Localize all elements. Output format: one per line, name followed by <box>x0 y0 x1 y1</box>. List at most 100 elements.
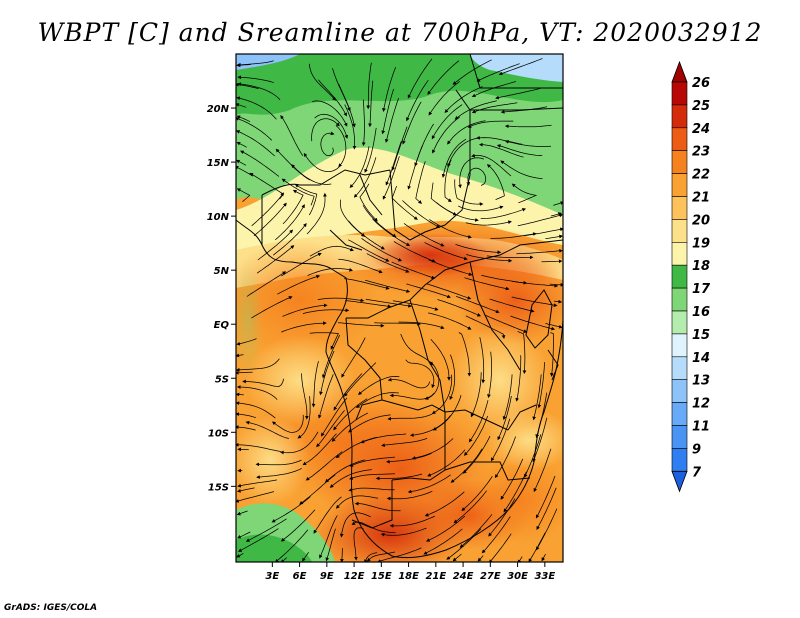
streamline <box>308 63 336 101</box>
streamline <box>364 127 377 173</box>
streamline <box>446 528 482 560</box>
chart-title: WBPT [C] and Sreamline at 700hPa, VT: 20… <box>37 18 763 47</box>
streamline <box>423 528 463 555</box>
streamline <box>237 528 279 552</box>
colorbar-min-arrow <box>671 470 688 493</box>
streamline <box>251 192 285 227</box>
streamline <box>329 469 372 488</box>
streamline <box>484 314 528 333</box>
lat-tick-label: 10N <box>207 212 230 223</box>
grads-credit: GrADS: IGES/COLA <box>4 603 98 613</box>
colorbar-segment <box>671 448 688 472</box>
streamlines <box>236 58 563 562</box>
streamline <box>502 374 513 421</box>
streamline <box>321 334 341 379</box>
colorbar-segment <box>671 264 688 289</box>
streamline <box>297 396 311 439</box>
streamline <box>477 555 484 562</box>
streamline <box>452 59 492 85</box>
colorbar-label: 23 <box>692 145 710 160</box>
streamline <box>294 184 318 216</box>
streamline <box>503 471 527 513</box>
streamline <box>319 350 335 396</box>
colorbar-segment <box>671 379 688 403</box>
streamline <box>411 438 454 460</box>
streamline <box>478 142 524 158</box>
streamline <box>340 548 344 562</box>
colorbar-segment <box>671 173 688 197</box>
streamline <box>393 241 436 263</box>
streamline <box>459 514 493 548</box>
streamline <box>471 153 512 177</box>
streamline <box>338 83 356 128</box>
streamline <box>309 332 339 350</box>
streamline <box>319 515 338 559</box>
streamline <box>313 496 342 534</box>
streamline <box>427 60 460 95</box>
streamline <box>431 104 463 140</box>
streamline <box>344 362 377 397</box>
streamline <box>236 103 247 108</box>
streamline <box>325 528 336 562</box>
streamline <box>517 331 527 375</box>
streamline <box>398 321 445 330</box>
colorbar-label: 22 <box>692 168 710 183</box>
streamline <box>541 553 546 562</box>
streamline <box>236 188 251 202</box>
streamline <box>348 220 385 250</box>
streamline <box>236 159 247 166</box>
streamline <box>339 512 371 538</box>
colorbar-label: 12 <box>692 397 710 412</box>
streamline <box>432 116 461 154</box>
streamline <box>331 412 369 442</box>
lat-tick-label: 10S <box>208 428 229 439</box>
streamline <box>299 474 336 505</box>
streamline <box>236 392 244 397</box>
streamline <box>236 370 253 375</box>
streamline <box>524 227 563 237</box>
streamline <box>311 361 319 408</box>
streamline <box>301 373 309 420</box>
streamline <box>462 435 491 474</box>
streamline <box>372 218 411 246</box>
streamline <box>245 420 289 439</box>
latitude-axis: 20N 15N 10N 5N EQ 5S 10S 15S <box>207 104 236 493</box>
colorbar-max-arrow <box>671 60 688 83</box>
streamline <box>447 137 481 168</box>
streamline <box>256 245 295 274</box>
lat-tick-label: 15S <box>208 482 229 493</box>
streamline <box>237 75 274 84</box>
streamline <box>464 277 510 291</box>
colorbar-label: 15 <box>692 328 710 343</box>
streamline <box>236 401 276 419</box>
colorbar-label: 14 <box>692 351 710 366</box>
streamline <box>524 434 542 478</box>
streamline <box>511 280 559 288</box>
streamline <box>406 283 451 299</box>
streamline <box>510 315 556 331</box>
streamline <box>351 521 396 533</box>
streamline <box>407 474 451 494</box>
streamline <box>246 271 287 297</box>
streamline <box>466 254 513 263</box>
streamline <box>366 62 372 110</box>
streamline <box>447 120 486 145</box>
streamline <box>236 96 277 120</box>
lon-tick-label: 15E <box>371 571 392 582</box>
colorbar-segment <box>671 356 688 380</box>
streamline <box>349 146 370 188</box>
streamline <box>431 374 453 414</box>
streamline <box>426 283 472 300</box>
streamline <box>488 498 516 537</box>
streamline <box>348 487 395 492</box>
streamline <box>236 358 280 372</box>
streamline <box>426 515 466 542</box>
streamline <box>387 413 434 421</box>
streamline <box>532 374 542 421</box>
lat-tick-label: 20N <box>207 104 230 115</box>
streamline <box>255 459 302 467</box>
streamline <box>386 452 432 464</box>
streamline <box>550 212 562 217</box>
colorbar-segment <box>671 425 688 449</box>
streamline <box>455 244 502 255</box>
